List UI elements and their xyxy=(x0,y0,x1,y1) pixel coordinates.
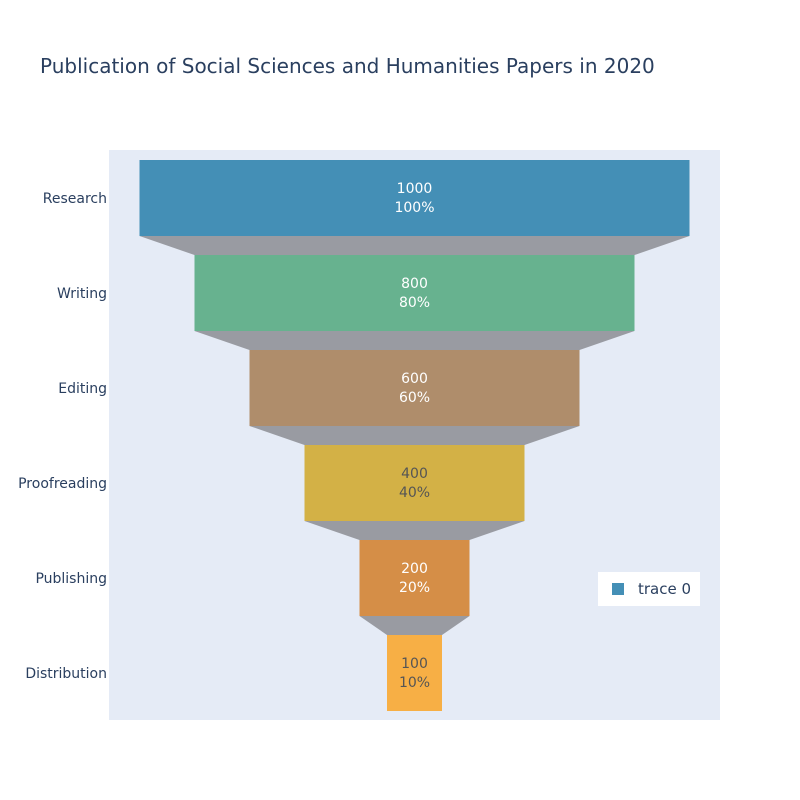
bars-group xyxy=(139,160,690,711)
y-tick-publishing: Publishing xyxy=(35,571,107,587)
bar-publishing[interactable] xyxy=(359,540,470,616)
bar-distribution[interactable] xyxy=(387,635,442,711)
percent-label-distribution: 10% xyxy=(399,675,430,691)
y-tick-editing: Editing xyxy=(58,381,107,397)
value-label-editing: 600 xyxy=(401,371,428,387)
y-tick-writing: Writing xyxy=(57,286,107,302)
legend[interactable]: trace 0 xyxy=(598,572,700,606)
connector-publishing xyxy=(359,616,470,635)
value-label-proofreading: 400 xyxy=(401,466,428,482)
connector-proofreading xyxy=(304,521,525,540)
connector-editing xyxy=(249,426,580,445)
value-label-writing: 800 xyxy=(401,276,428,292)
percent-label-proofreading: 40% xyxy=(399,485,430,501)
bar-research[interactable] xyxy=(139,160,690,236)
percent-label-writing: 80% xyxy=(399,295,430,311)
chart-title: Publication of Social Sciences and Human… xyxy=(40,54,655,78)
percent-label-editing: 60% xyxy=(399,390,430,406)
bar-writing[interactable] xyxy=(194,255,635,331)
connector-research xyxy=(139,236,690,255)
percent-label-research: 100% xyxy=(394,200,434,216)
y-axis-ticks: Research Writing Editing Proofreading Publis… xyxy=(18,191,107,682)
bar-proofreading[interactable] xyxy=(304,445,525,521)
bar-editing[interactable] xyxy=(249,350,580,426)
y-tick-research: Research xyxy=(43,191,107,207)
value-label-publishing: 200 xyxy=(401,561,428,577)
connector-writing xyxy=(194,331,635,350)
connectors-group xyxy=(139,236,690,635)
value-label-research: 1000 xyxy=(397,181,433,197)
y-tick-distribution: Distribution xyxy=(25,666,107,682)
legend-entry: trace 0 xyxy=(638,580,692,598)
percent-label-publishing: 20% xyxy=(399,580,430,596)
y-tick-proofreading: Proofreading xyxy=(18,476,107,492)
value-label-distribution: 100 xyxy=(401,656,428,672)
data-labels-group: 1000 100% 800 80% 600 60% 400 40% 200 20% 100 10% xyxy=(394,181,434,691)
legend-swatch xyxy=(612,583,624,595)
